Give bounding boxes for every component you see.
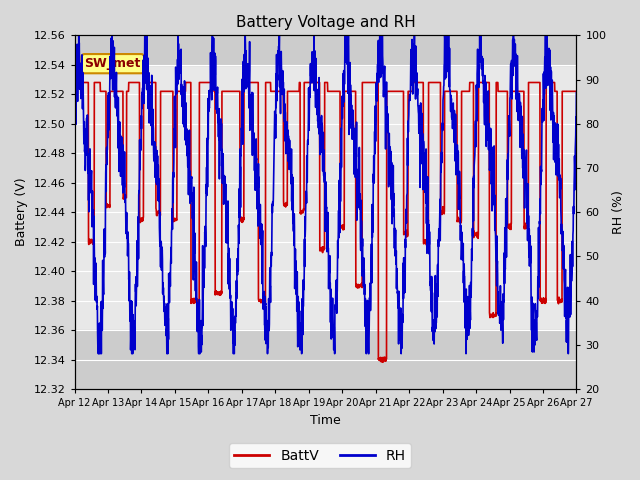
X-axis label: Time: Time <box>310 414 341 427</box>
Text: SW_met: SW_met <box>84 57 141 70</box>
Y-axis label: Battery (V): Battery (V) <box>15 178 28 247</box>
Title: Battery Voltage and RH: Battery Voltage and RH <box>236 15 415 30</box>
Y-axis label: RH (%): RH (%) <box>612 190 625 234</box>
Bar <box>75 330 577 389</box>
Legend: BattV, RH: BattV, RH <box>229 443 411 468</box>
Bar <box>75 36 577 65</box>
